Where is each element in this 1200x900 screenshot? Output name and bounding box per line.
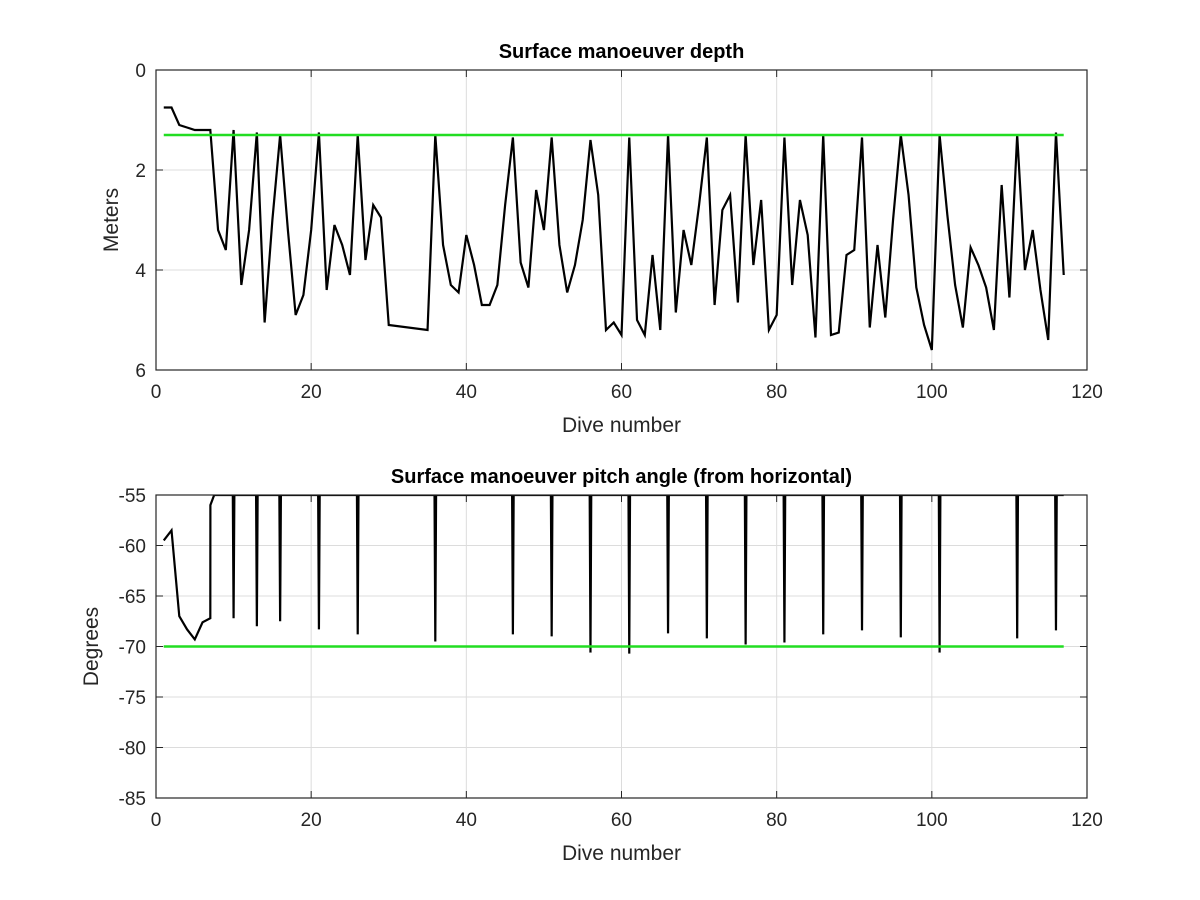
chart-title: Surface manoeuver depth bbox=[499, 41, 745, 63]
chart-panel-2: 0 20 40 60 80 100 120 -55 -60 -65 -70 -75 -80 -85 Surf… bbox=[80, 466, 1103, 865]
x-tick-label: 0 bbox=[151, 382, 162, 403]
x-tick-label: 100 bbox=[916, 382, 948, 403]
y-tick-label: -80 bbox=[119, 739, 146, 760]
data-series-line bbox=[163, 106, 1065, 351]
y-tick-label: 4 bbox=[135, 261, 146, 282]
x-tick-label: 40 bbox=[456, 382, 477, 403]
y-tick-label: 2 bbox=[135, 161, 146, 182]
y-tick-label: 0 bbox=[135, 61, 146, 82]
x-tick-label: 20 bbox=[301, 810, 322, 831]
x-tick-label: 100 bbox=[916, 810, 948, 831]
axes-frame bbox=[155, 494, 1088, 799]
x-tick-label: 120 bbox=[1071, 382, 1103, 403]
x-tick-label: 120 bbox=[1071, 810, 1103, 831]
y-tick-label: -85 bbox=[119, 789, 146, 810]
axes-frame bbox=[155, 69, 1088, 371]
y-tick-label: -65 bbox=[119, 587, 146, 608]
chart-title: Surface manoeuver pitch angle (from hori… bbox=[391, 466, 852, 488]
x-tick-label: 80 bbox=[766, 382, 787, 403]
y-tick-label: -75 bbox=[119, 688, 146, 709]
x-axis-label: Dive number bbox=[562, 842, 681, 865]
x-tick-label: 80 bbox=[766, 810, 787, 831]
y-tick-label: -55 bbox=[119, 486, 146, 507]
x-tick-label: 20 bbox=[301, 382, 322, 403]
x-axis-label: Dive number bbox=[562, 414, 681, 437]
x-tick-label: 60 bbox=[611, 382, 632, 403]
chart-panel-1: 0 20 40 60 80 100 120 0 2 4 6 Surface manoeuver dep… bbox=[100, 41, 1103, 437]
y-tick-label: -70 bbox=[119, 638, 146, 659]
y-tick-label: 6 bbox=[135, 361, 146, 382]
x-tick-label: 60 bbox=[611, 810, 632, 831]
y-tick-label: -60 bbox=[119, 537, 146, 558]
y-axis-label: Degrees bbox=[80, 607, 103, 686]
data-series-line bbox=[162, 495, 1064, 654]
y-axis-label: Meters bbox=[100, 188, 123, 252]
x-tick-label: 40 bbox=[456, 810, 477, 831]
x-tick-label: 0 bbox=[151, 810, 162, 831]
